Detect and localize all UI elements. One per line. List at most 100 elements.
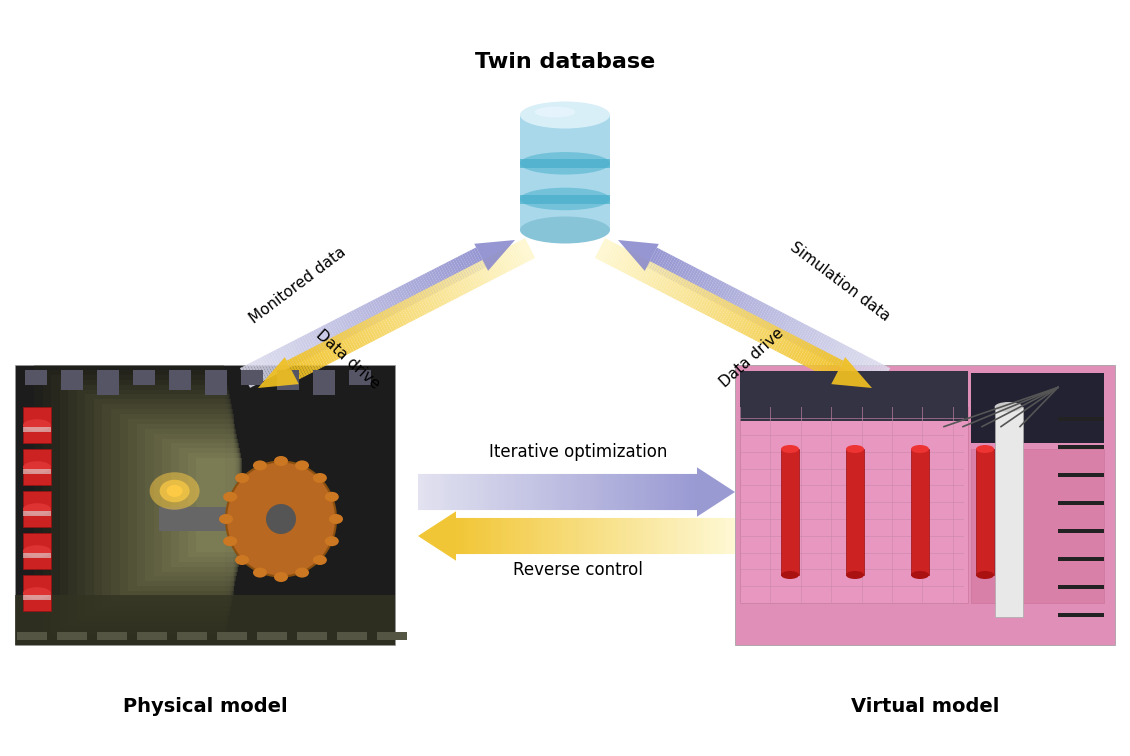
- Bar: [1058, 501, 1104, 505]
- Bar: [61, 370, 82, 390]
- Bar: [1058, 585, 1104, 589]
- Ellipse shape: [224, 536, 237, 546]
- Polygon shape: [618, 240, 659, 271]
- Ellipse shape: [253, 568, 267, 578]
- Bar: [23, 449, 51, 485]
- Bar: [297, 632, 327, 640]
- Bar: [159, 507, 243, 531]
- Polygon shape: [258, 357, 298, 388]
- Ellipse shape: [149, 472, 200, 510]
- Ellipse shape: [235, 473, 249, 483]
- Ellipse shape: [781, 571, 799, 579]
- Bar: [520, 115, 610, 230]
- Text: Data drive: Data drive: [718, 326, 786, 390]
- Bar: [1058, 473, 1104, 477]
- Bar: [734, 365, 1115, 645]
- Text: Simulation data: Simulation data: [788, 240, 893, 324]
- Bar: [103, 404, 232, 606]
- Bar: [85, 395, 229, 615]
- Bar: [23, 469, 51, 474]
- Bar: [349, 370, 371, 385]
- Text: Data drive: Data drive: [313, 327, 383, 392]
- Bar: [15, 365, 395, 645]
- Bar: [217, 632, 247, 640]
- Ellipse shape: [166, 485, 183, 497]
- Bar: [205, 370, 227, 395]
- Ellipse shape: [23, 461, 51, 473]
- Ellipse shape: [266, 504, 296, 534]
- Ellipse shape: [911, 445, 929, 453]
- Bar: [25, 370, 47, 385]
- Bar: [994, 407, 1023, 617]
- Ellipse shape: [911, 571, 929, 579]
- Bar: [23, 595, 51, 600]
- Ellipse shape: [23, 545, 51, 557]
- Bar: [145, 429, 236, 581]
- Bar: [177, 632, 207, 640]
- Bar: [137, 632, 167, 640]
- Bar: [23, 575, 51, 612]
- Polygon shape: [418, 511, 457, 561]
- Ellipse shape: [313, 473, 327, 483]
- Ellipse shape: [23, 419, 51, 431]
- Polygon shape: [832, 357, 872, 388]
- Bar: [1058, 529, 1104, 533]
- Bar: [111, 409, 233, 601]
- Bar: [976, 449, 994, 575]
- Ellipse shape: [253, 460, 267, 470]
- Ellipse shape: [994, 402, 1023, 412]
- Bar: [846, 449, 864, 575]
- Ellipse shape: [534, 107, 575, 117]
- Bar: [23, 407, 51, 444]
- Bar: [120, 414, 234, 596]
- Bar: [17, 632, 47, 640]
- Ellipse shape: [324, 536, 339, 546]
- Text: Reverse control: Reverse control: [513, 561, 643, 579]
- Bar: [241, 370, 263, 385]
- Bar: [1058, 417, 1104, 421]
- Ellipse shape: [23, 503, 51, 515]
- Bar: [23, 511, 51, 516]
- Bar: [740, 370, 968, 421]
- Ellipse shape: [846, 571, 864, 579]
- Ellipse shape: [781, 445, 799, 453]
- Bar: [60, 380, 227, 631]
- Bar: [97, 632, 127, 640]
- Ellipse shape: [219, 514, 233, 524]
- Ellipse shape: [23, 587, 51, 600]
- Bar: [188, 453, 241, 557]
- Bar: [68, 385, 228, 625]
- Bar: [911, 449, 929, 575]
- Bar: [137, 424, 235, 586]
- Text: Physical model: Physical model: [123, 696, 287, 715]
- Bar: [43, 370, 225, 640]
- Ellipse shape: [295, 568, 308, 578]
- Bar: [520, 160, 610, 169]
- Ellipse shape: [976, 445, 994, 453]
- Bar: [23, 491, 51, 528]
- Bar: [77, 389, 228, 621]
- Bar: [740, 407, 968, 603]
- Bar: [277, 370, 299, 390]
- Bar: [163, 438, 238, 572]
- Ellipse shape: [846, 445, 864, 453]
- Ellipse shape: [324, 492, 339, 502]
- Text: Monitored data: Monitored data: [247, 244, 349, 326]
- Ellipse shape: [226, 461, 336, 577]
- Polygon shape: [697, 467, 735, 516]
- Ellipse shape: [520, 187, 610, 210]
- Bar: [520, 195, 610, 204]
- Ellipse shape: [235, 555, 249, 565]
- Bar: [971, 449, 1104, 603]
- Ellipse shape: [159, 480, 190, 502]
- Ellipse shape: [224, 492, 237, 502]
- Bar: [23, 427, 51, 432]
- Bar: [1058, 613, 1104, 617]
- Bar: [133, 370, 155, 385]
- Ellipse shape: [976, 571, 994, 579]
- Bar: [313, 370, 334, 395]
- Ellipse shape: [273, 456, 288, 466]
- Bar: [51, 375, 226, 635]
- Bar: [56, 632, 87, 640]
- Bar: [154, 434, 237, 576]
